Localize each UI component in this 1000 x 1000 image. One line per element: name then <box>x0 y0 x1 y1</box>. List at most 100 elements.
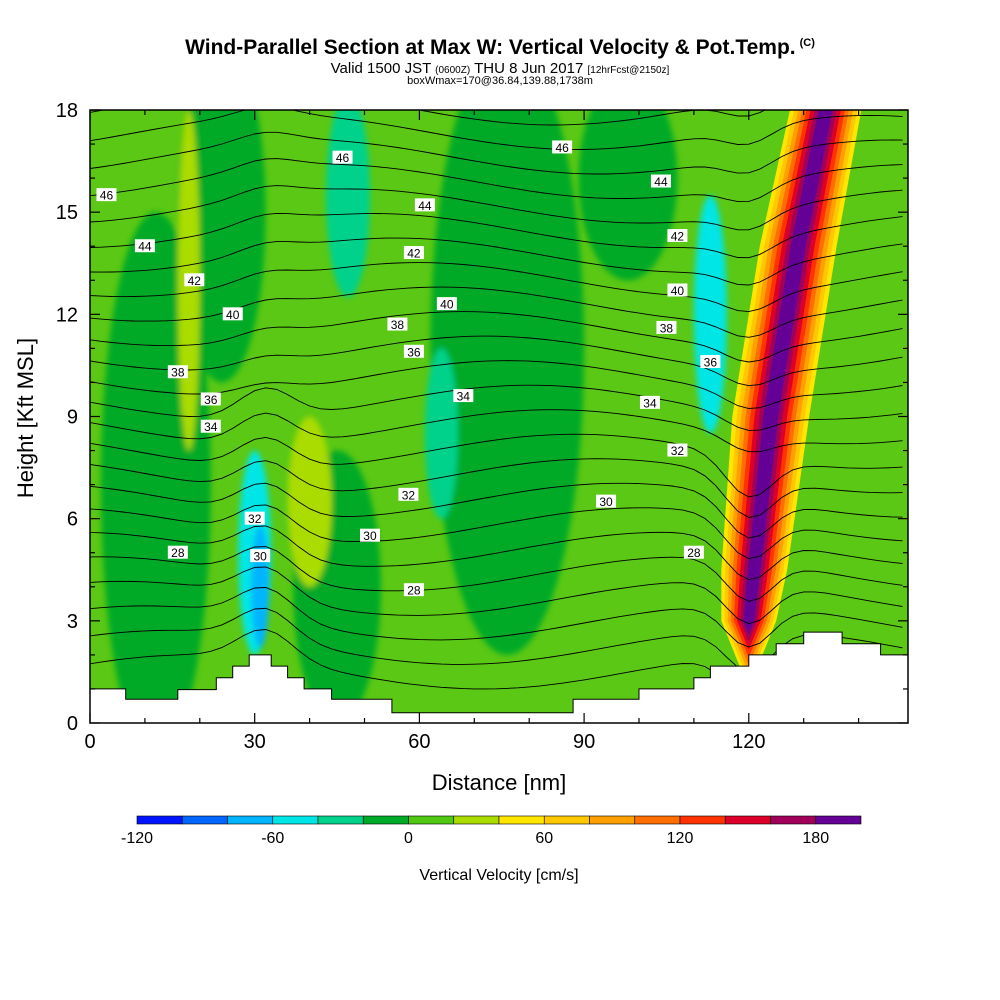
colorbar-swatch-6 <box>408 815 455 825</box>
contour-label: 36 <box>204 393 218 407</box>
colorbar-tick-label: -60 <box>261 830 284 847</box>
contour-label-box <box>596 494 617 508</box>
contour-label: 40 <box>226 308 240 322</box>
contour-label: 32 <box>402 488 416 502</box>
contour-label: 32 <box>671 444 685 458</box>
contour-label-box <box>332 150 353 164</box>
theta-line <box>90 110 766 126</box>
contour-label-box <box>167 545 188 559</box>
colorbar-swatch-2 <box>227 815 274 825</box>
contour-label-box <box>667 283 688 297</box>
x-tick-label: 60 <box>408 731 430 753</box>
x-tick-label: 0 <box>84 731 95 753</box>
contour-label: 32 <box>248 512 262 526</box>
contour-label: 44 <box>138 240 152 254</box>
colorbar-swatch-14 <box>770 815 817 825</box>
colorbar-swatch-15 <box>815 815 862 825</box>
copyright-mark: (C) <box>799 37 815 49</box>
colorbar-swatch-13 <box>724 815 771 825</box>
contour-label-box <box>656 320 677 334</box>
valid-date: THU 8 Jun 2017 <box>474 60 584 77</box>
contour-label: 46 <box>555 141 569 155</box>
velocity-feature-4 <box>578 110 678 281</box>
contour-label: 28 <box>687 546 701 560</box>
theta-line <box>90 384 903 431</box>
contour-label-box <box>683 545 704 559</box>
contour-label: 38 <box>171 366 185 380</box>
theta-line <box>90 587 903 648</box>
contour-label: 36 <box>704 356 718 370</box>
contour-label-box <box>96 188 117 202</box>
contour-label-box <box>639 395 660 409</box>
colorbar-tick-label: -120 <box>121 830 153 847</box>
plot-area: 4644424038363432302846444240383634323028… <box>90 110 908 723</box>
colorbar-title: Vertical Velocity [cm/s] <box>419 867 578 884</box>
contour-label-box <box>436 297 457 311</box>
contour-label-box <box>403 344 424 358</box>
y-tick-label: 3 <box>67 611 78 633</box>
contour-label: 36 <box>407 345 421 359</box>
theta-line <box>90 158 903 203</box>
theta-line <box>90 360 903 409</box>
contour-label-box <box>387 317 408 331</box>
contour-label: 44 <box>654 175 668 189</box>
theta-line <box>90 458 903 518</box>
colorbar-swatch-3 <box>272 815 319 825</box>
terrain-outline <box>90 631 908 714</box>
colorbar-swatch-4 <box>317 815 364 825</box>
x-tick-label: 120 <box>732 731 765 753</box>
contour-label-box <box>414 198 435 212</box>
theta-line <box>90 482 903 539</box>
theta-line <box>90 131 903 175</box>
theta-line <box>90 110 903 150</box>
colorbar-swatch-5 <box>362 815 409 825</box>
contour-label-box <box>403 246 424 260</box>
contour-label: 28 <box>407 584 421 598</box>
contour-label-box <box>667 443 688 457</box>
y-tick-label: 15 <box>56 202 78 224</box>
theta-contours <box>90 110 903 697</box>
contour-label: 46 <box>100 189 114 203</box>
theta-line <box>90 335 903 387</box>
colorbar-swatch-8 <box>498 815 545 825</box>
theta-line <box>90 262 903 313</box>
y-axis-title: Height [Kft MSL] <box>13 338 38 498</box>
theta-line <box>90 546 903 602</box>
chart-subtitle: Valid 1500 JST (0600Z) THU 8 Jun 2017 [1… <box>0 61 1000 78</box>
contour-label: 34 <box>204 420 218 434</box>
y-tick-label: 6 <box>67 509 78 531</box>
x-axis-title: Distance [nm] <box>432 770 567 795</box>
contour-label: 34 <box>643 396 657 410</box>
colorbar-tick-label: 120 <box>667 830 694 847</box>
forecast-info: [12hrFcst@2150z] <box>587 65 670 76</box>
contour-label-box <box>700 355 721 369</box>
theta-line <box>90 409 903 453</box>
contour-label: 42 <box>671 230 685 244</box>
contour-label-box <box>184 273 205 287</box>
y-tick-label: 0 <box>67 713 78 735</box>
theta-line <box>90 566 903 625</box>
contour-label-box <box>222 307 243 321</box>
colorbar-swatch-11 <box>634 815 681 825</box>
x-tick-label: 30 <box>244 731 266 753</box>
y-tick-label: 9 <box>67 407 78 429</box>
contour-label-box <box>200 419 221 433</box>
contour-label: 30 <box>599 495 613 509</box>
theta-line <box>90 525 903 581</box>
colorbar-tick-label: 60 <box>535 830 553 847</box>
colorbar: -120 -60 0 60 120 180 <box>121 815 862 847</box>
chart-title-text: Wind-Parallel Section at Max W: Vertical… <box>185 36 796 59</box>
colorbar-swatch-9 <box>543 815 590 825</box>
colorbar-swatch-0 <box>136 815 183 825</box>
contour-label: 42 <box>188 274 202 288</box>
contour-label-box <box>398 487 419 501</box>
valid-utc: (0600Z) <box>435 65 471 76</box>
chart-title: Wind-Parallel Section at Max W: Vertical… <box>0 36 1000 60</box>
contour-label: 28 <box>171 546 185 560</box>
contour-label: 40 <box>671 284 685 298</box>
theta-line <box>90 237 903 286</box>
theta-line <box>90 185 903 231</box>
contour-label-box <box>403 583 424 597</box>
